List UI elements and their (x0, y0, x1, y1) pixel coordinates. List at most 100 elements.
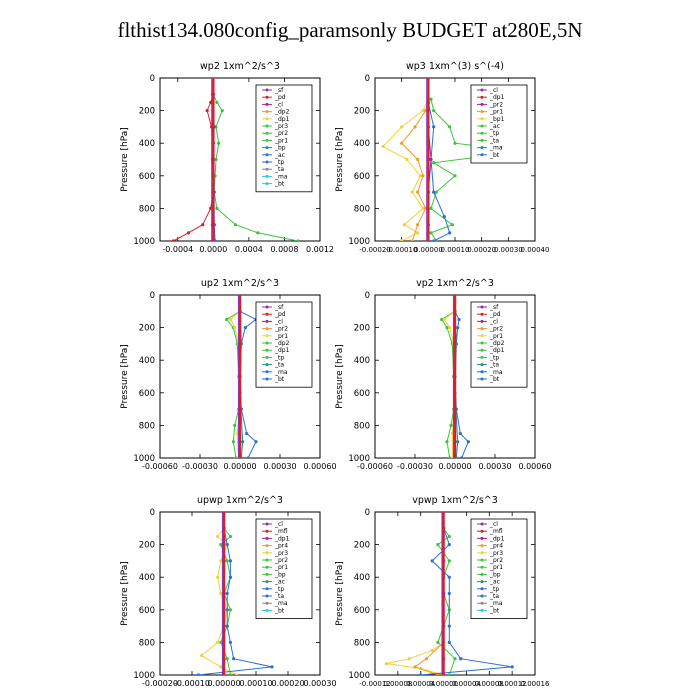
data-point (205, 109, 209, 113)
legend-entry: _bt (489, 152, 500, 159)
legend-entry: _tp (274, 586, 284, 593)
y-tick-label: 200 (354, 541, 370, 551)
y-tick-label: 1000 (133, 671, 155, 681)
legend-marker (480, 341, 484, 345)
data-point (405, 157, 409, 162)
legend-marker (265, 363, 269, 367)
legend-entry: _ma (489, 369, 503, 376)
legend-entry: _tp (489, 354, 499, 361)
data-point (440, 317, 444, 322)
x-tick-label: 0.00060 (518, 462, 551, 471)
legend-marker (265, 355, 269, 359)
legend-entry: _pr1 (489, 109, 503, 116)
y-tick-label: 600 (139, 389, 155, 399)
legend-marker (265, 117, 269, 121)
legend-entry: _dp1 (489, 347, 505, 354)
x-tick-label: 0.00000 (207, 679, 240, 688)
data-point (400, 239, 404, 241)
data-point (510, 665, 514, 669)
chart-title: vp2 1xm^2/s^3 (416, 278, 494, 289)
legend-marker (265, 110, 269, 114)
data-point (436, 640, 440, 645)
data-point (216, 640, 220, 645)
legend-entry: _bt (274, 376, 285, 383)
legend-entry: _dp1 (274, 535, 290, 542)
legend-marker (480, 529, 484, 533)
legend-marker (265, 312, 269, 316)
legend-entry: _ta (489, 362, 499, 369)
data-point (219, 559, 223, 563)
y-tick-label: 0 (150, 74, 155, 84)
legend-marker (265, 536, 269, 540)
legend-marker (480, 594, 484, 598)
legend-entry: _dp1 (274, 116, 290, 123)
data-point (442, 214, 446, 219)
x-tick-label: 0.0000 (199, 245, 227, 254)
legend-entry: _pr3 (489, 550, 503, 557)
y-axis-label: Pressure [hPa] (120, 561, 130, 626)
data-point (228, 534, 232, 539)
legend-marker (265, 572, 269, 576)
data-point (413, 665, 417, 669)
data-point (421, 174, 425, 178)
legend-entry: _ma (274, 369, 288, 376)
x-tick-label: 0.00030 (478, 462, 511, 471)
data-point (201, 223, 205, 227)
legend-entry: _pr2 (489, 326, 503, 333)
data-point (450, 223, 454, 227)
legend-entry: _dp2 (489, 340, 505, 347)
y-tick-label: 1000 (348, 454, 370, 464)
data-point (225, 624, 229, 628)
legend-entry: _bt (274, 607, 285, 614)
legend-entry: _pr2 (489, 101, 503, 108)
legend-marker (265, 370, 269, 374)
x-tick-label: 0.00030 (303, 679, 336, 688)
data-point (445, 326, 449, 330)
legend-entry: _pr2 (274, 557, 288, 564)
data-point (216, 575, 220, 579)
legend-entry: _cl (274, 521, 283, 528)
legend-marker (265, 551, 269, 555)
legend-marker (265, 544, 269, 548)
series-group (225, 295, 258, 458)
series-line-orange (413, 528, 445, 675)
chart-title: vpwp 1xm^2/s^3 (412, 495, 498, 506)
series-line-green (430, 99, 522, 241)
legend-entry: _tp (489, 586, 499, 593)
x-tick-label: 0.00010 (239, 679, 272, 688)
legend-entry: _cl (489, 87, 498, 94)
legend-entry: _bp (489, 571, 501, 578)
y-tick-label: 400 (139, 573, 155, 583)
legend-box (255, 518, 313, 619)
x-tick-label: -0.00030 (397, 462, 433, 471)
data-point (215, 206, 219, 210)
data-point (402, 223, 406, 227)
legend-marker (480, 305, 484, 309)
data-point (434, 190, 438, 194)
y-tick-label: 800 (354, 421, 370, 431)
data-point (231, 440, 235, 444)
legend-marker (265, 341, 269, 345)
data-point (225, 608, 229, 612)
data-point (225, 591, 229, 596)
x-tick-label: 0.00010 (441, 246, 470, 254)
legend-marker (480, 522, 484, 526)
legend-marker (265, 522, 269, 526)
x-tick-label: 0.00030 (494, 246, 523, 254)
data-point (235, 673, 239, 675)
series-line-red (173, 94, 214, 241)
legend-marker (480, 153, 484, 157)
data-point (216, 534, 220, 539)
series-line-green (212, 94, 298, 241)
chart-panel-1: wp2 1xm^2/s^3 Pressure [hPa] 0 200 400 600 800… (120, 61, 334, 254)
legend-marker (265, 594, 269, 598)
legend-entry: _pr3 (274, 550, 288, 557)
data-point (430, 559, 434, 563)
chart-panel-6: vpwp 1xm^2/s^3 Pressure [hPa] 0 200 400 600 80… (335, 495, 550, 688)
y-tick-label: 200 (354, 324, 370, 334)
data-point (225, 657, 229, 661)
series-line-orange (401, 99, 429, 241)
data-point (430, 648, 434, 653)
chart-panel-2: wp3 1xm^(3) s^(-4) Pressure [hPa] 0 200 400 6… (335, 61, 549, 254)
data-point (254, 440, 258, 444)
